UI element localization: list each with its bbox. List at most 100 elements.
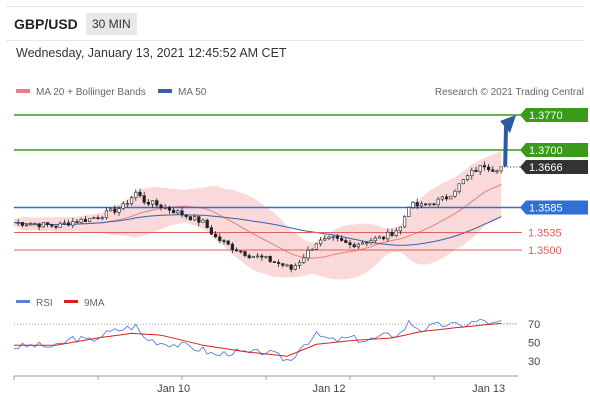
candle-body [92, 217, 96, 220]
candle-body [365, 242, 369, 245]
candle-body [289, 264, 293, 270]
candle-body [54, 225, 58, 228]
candle-body [486, 166, 491, 171]
candle-body [440, 196, 445, 200]
candle-body [58, 222, 62, 228]
candle-body [453, 190, 457, 197]
candle-body [470, 169, 474, 177]
candle-body [167, 207, 172, 211]
candle-body [264, 255, 268, 258]
candle-body [151, 200, 155, 205]
candle-body [398, 226, 403, 232]
current-price-label: 1.3666 [529, 162, 563, 174]
candle-body [37, 223, 41, 228]
rsi-panel: 70 50 30 [13, 318, 540, 368]
candlesticks [16, 161, 503, 273]
candle-body [24, 224, 29, 227]
header-divider [6, 40, 584, 41]
rsi-ma9-line [14, 322, 502, 357]
candle-body [302, 257, 306, 263]
candle-body [176, 210, 180, 214]
candle-body [474, 169, 478, 172]
candle-body [146, 202, 151, 205]
candle-body [495, 170, 499, 173]
level-label-1.3585: 1.3585 [529, 203, 563, 215]
candle-body [41, 222, 45, 228]
legend-rsi-label: RSI [36, 298, 53, 309]
candle-body [104, 210, 108, 218]
credit-label: Research © 2021 Trading Central [435, 87, 584, 98]
candle-body [33, 223, 37, 226]
candle-body [402, 216, 407, 228]
candle-body [180, 210, 184, 216]
level-label-1.3535: 1.3535 [528, 228, 562, 240]
candle-body [235, 249, 239, 252]
candle-body [344, 240, 348, 243]
candle-body [230, 243, 235, 250]
timeframe-badge[interactable]: 30 MIN [86, 13, 137, 35]
candle-body [125, 203, 129, 205]
candle-body [348, 242, 352, 245]
candle-body [247, 255, 251, 259]
candle-body [352, 244, 356, 248]
candle-body [79, 218, 83, 223]
level-tag-1.3700 [520, 143, 588, 157]
candle-body [138, 191, 142, 197]
candle-body [415, 202, 419, 207]
candle-body [184, 214, 188, 217]
chart-header: GBP/USD 30 MIN [6, 6, 584, 39]
rsi-tick-50: 50 [528, 338, 540, 350]
candle-body [67, 222, 71, 226]
legend-ma9-label: 9MA [84, 298, 105, 309]
candle-body [239, 250, 243, 253]
candle-body [293, 265, 298, 270]
rsi-tick-70: 70 [528, 319, 540, 331]
rsi-line [13, 318, 502, 362]
candle-body [318, 239, 323, 245]
candle-body [83, 218, 87, 222]
x-tick-label: Jan 10 [157, 383, 190, 395]
candle-body [121, 203, 125, 209]
candle-body [142, 195, 146, 203]
candle-body [272, 261, 277, 263]
candle-body [491, 169, 495, 172]
legend-ma9-swatch [64, 300, 78, 303]
candle-body [214, 233, 218, 238]
candle-body [360, 242, 365, 245]
level-label-1.3700: 1.3700 [529, 145, 563, 157]
candle-body [268, 255, 272, 262]
candle-body [373, 237, 377, 242]
candle-body [96, 217, 100, 220]
candle-body [377, 236, 382, 239]
candle-body [117, 208, 121, 213]
candle-body [197, 216, 201, 223]
level-tag-1.3585 [520, 200, 588, 215]
candle-body [436, 198, 440, 206]
candle-body [71, 221, 75, 226]
candle-body [432, 203, 436, 206]
candle-body [255, 255, 260, 258]
level-tag-1.3770 [520, 108, 588, 122]
candle-body [243, 251, 247, 256]
legend-ma20-swatch [16, 89, 30, 93]
candle-body [285, 264, 289, 267]
level-labels: 1.3770 1.3700 1.3585 1.3535 1.3500 1.3666 [520, 108, 588, 257]
rsi-tick-30: 30 [528, 356, 540, 368]
moving-averages [13, 184, 502, 259]
candle-body [281, 263, 285, 266]
candle-body [29, 223, 33, 226]
candle-body [419, 203, 424, 207]
bollinger-band [14, 151, 502, 280]
candle-body [134, 191, 138, 198]
candle-body [461, 179, 466, 185]
candle-body [100, 217, 104, 219]
candle-body [386, 231, 390, 240]
candle-body [163, 207, 167, 209]
candle-body [323, 238, 327, 241]
candle-body [222, 240, 226, 242]
level-label-1.3500: 1.3500 [528, 245, 562, 257]
candle-body [218, 236, 222, 241]
candle-body [159, 204, 163, 208]
candle-body [335, 236, 340, 239]
